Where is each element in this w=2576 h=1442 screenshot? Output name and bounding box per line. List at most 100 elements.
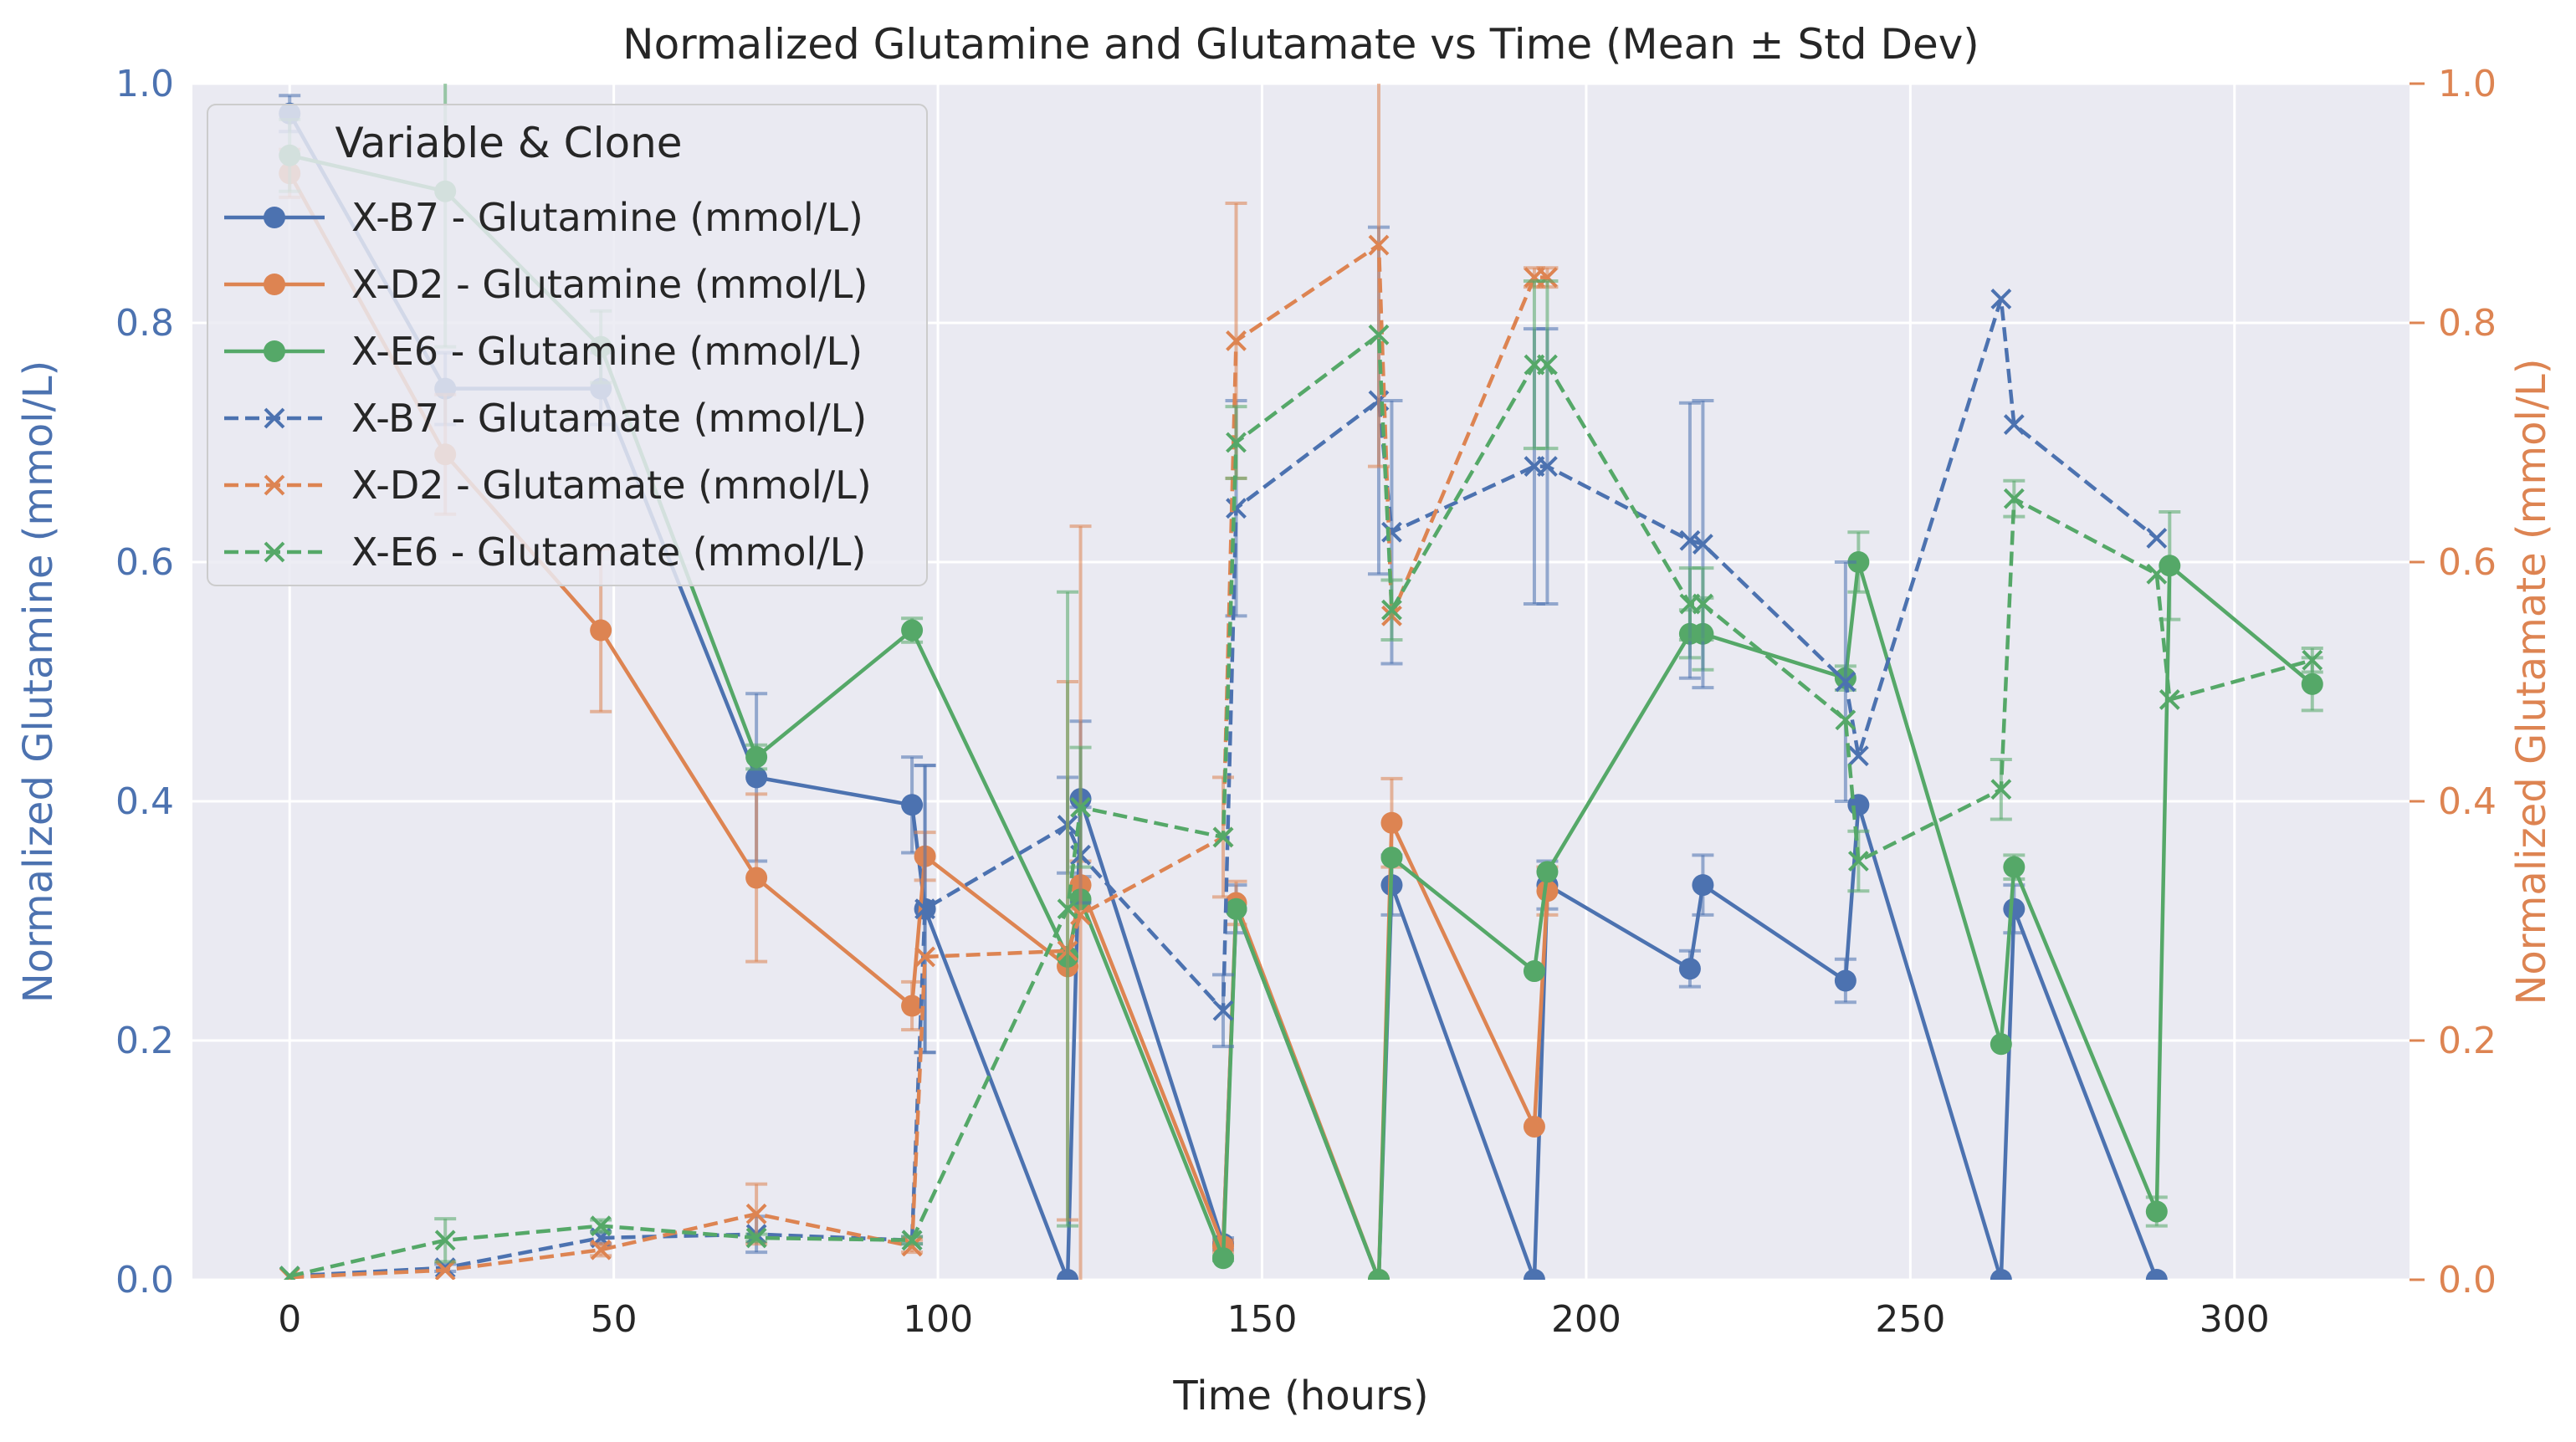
y-left-tick-label: 0.4 xyxy=(115,780,174,823)
data-point xyxy=(745,1203,767,1225)
data-point xyxy=(1692,534,1713,555)
x-tick-label: 150 xyxy=(1227,1298,1298,1341)
ticks: 0 50 100 150 200 250 300 0.0 0.0 0.2 0.2 0.4 0.4 0.6 0… xyxy=(115,63,2497,1341)
series-line xyxy=(289,297,2159,1278)
x-tick-label: 300 xyxy=(2200,1298,2270,1341)
data-point xyxy=(2146,527,2168,549)
x-tick-label: 0 xyxy=(278,1298,301,1341)
legend-label: X-E6 - Glutamate (mmol/L) xyxy=(351,529,866,575)
data-point xyxy=(1537,267,1558,289)
legend-label: X-B7 - Glutamine (mmol/L) xyxy=(351,195,863,240)
legend-title: Variable & Clone xyxy=(335,119,682,167)
data-point xyxy=(1523,1115,1545,1138)
data-point xyxy=(901,1230,923,1251)
data-point xyxy=(1057,898,1078,920)
data-point xyxy=(1834,969,1856,992)
legend-marker xyxy=(264,541,285,563)
data-point xyxy=(1367,1269,1390,1280)
data-point xyxy=(1381,521,1402,543)
y-right-tick-label: 0.0 xyxy=(2438,1259,2497,1301)
data-point xyxy=(1537,354,1558,376)
data-point xyxy=(2003,414,2025,435)
data-point xyxy=(2146,563,2168,585)
data-point xyxy=(901,1235,923,1257)
data-point xyxy=(590,1215,612,1237)
data-point xyxy=(2145,1269,2168,1280)
y-right-tick-label: 1.0 xyxy=(2438,63,2497,105)
data-point xyxy=(1847,745,1869,767)
data-point xyxy=(2145,1200,2168,1223)
legend-marker xyxy=(264,274,285,295)
data-point xyxy=(1226,330,1247,351)
series-line xyxy=(289,153,2314,1280)
data-point xyxy=(1523,960,1545,983)
y-axis-left-title: Normalized Glutamine (mmol/L) xyxy=(15,360,62,1004)
data-point xyxy=(1678,958,1701,980)
data-point xyxy=(1847,851,1869,872)
y-left-tick-label: 1.0 xyxy=(115,63,174,105)
legend-marker xyxy=(264,474,285,496)
data-point xyxy=(1990,779,2012,800)
legend-entry: X-D2 - Glutamine (mmol/L) xyxy=(224,262,868,307)
data-point xyxy=(1212,1000,1234,1021)
data-point xyxy=(1990,1269,2012,1280)
data-point xyxy=(914,898,935,920)
data-point xyxy=(1679,529,1701,551)
data-point xyxy=(2159,555,2181,577)
y-left-tick-label: 0.6 xyxy=(115,541,174,584)
legend-label: X-E6 - Glutamine (mmol/L) xyxy=(351,329,863,374)
data-point xyxy=(2003,488,2025,509)
data-point xyxy=(2302,649,2323,671)
legend-entry: X-E6 - Glutamate (mmol/L) xyxy=(224,529,866,575)
x-tick-label: 250 xyxy=(1875,1298,1945,1341)
data-point xyxy=(1070,904,1091,926)
data-point xyxy=(1536,861,1559,883)
data-point xyxy=(434,1260,456,1280)
data-point xyxy=(1368,234,1390,256)
y-axis-right-title: Normalized Glutamate (mmol/L) xyxy=(2508,358,2555,1005)
series-line xyxy=(289,333,2313,1278)
data-point xyxy=(1536,880,1559,903)
data-point xyxy=(1692,874,1714,897)
chart-title: Normalized Glutamine and Glutamate vs Ti… xyxy=(622,20,1979,69)
legend-marker xyxy=(264,340,285,362)
y-right-tick-label: 0.4 xyxy=(2438,780,2497,823)
y-left-tick-label: 0.0 xyxy=(115,1259,174,1301)
legend-label: X-B7 - Glutamate (mmol/L) xyxy=(351,396,867,441)
data-point xyxy=(2003,856,2025,878)
y-left-tick-label: 0.2 xyxy=(115,1020,174,1062)
data-point xyxy=(1537,456,1558,478)
x-tick-label: 50 xyxy=(591,1298,638,1341)
x-tick-label: 100 xyxy=(903,1298,973,1341)
data-point xyxy=(590,619,612,642)
data-point xyxy=(1368,324,1390,345)
data-point xyxy=(901,794,924,816)
legend-entry: X-E6 - Glutamine (mmol/L) xyxy=(224,329,863,374)
series-x-e6-glutamate-mmol-l xyxy=(279,279,2323,1280)
legend-entry: X-B7 - Glutamate (mmol/L) xyxy=(224,396,867,441)
x-axis-title: Time (hours) xyxy=(1172,1373,1428,1419)
data-point xyxy=(901,619,924,642)
data-point xyxy=(1226,432,1247,453)
legend-label: X-D2 - Glutamine (mmol/L) xyxy=(351,262,868,307)
data-point xyxy=(745,867,768,889)
data-point xyxy=(1381,599,1402,621)
data-point xyxy=(2003,897,2025,920)
data-point xyxy=(590,1239,612,1260)
y-right-tick-label: 0.8 xyxy=(2438,302,2497,345)
legend-entry: X-B7 - Glutamine (mmol/L) xyxy=(224,195,863,240)
data-point xyxy=(2301,672,2323,695)
data-point xyxy=(1226,498,1247,519)
data-point xyxy=(1835,671,1856,693)
data-point xyxy=(1523,1269,1545,1280)
data-point xyxy=(1847,551,1870,573)
data-point xyxy=(1835,709,1856,731)
data-point xyxy=(1070,796,1091,818)
data-point xyxy=(434,1230,456,1251)
legend-marker xyxy=(264,207,285,228)
legend-marker xyxy=(264,407,285,429)
legend: Variable & Clone X-B7 - Glutamine (mmol/L… xyxy=(207,104,928,586)
data-point xyxy=(279,1266,300,1280)
legend-label: X-D2 - Glutamate (mmol/L) xyxy=(351,463,872,508)
